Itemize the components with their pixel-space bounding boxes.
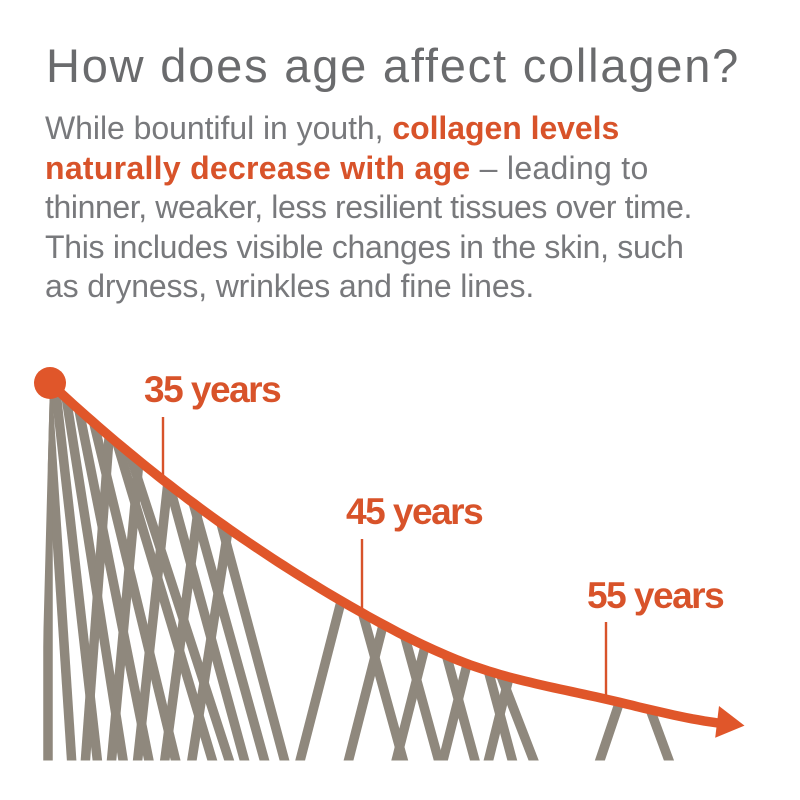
intro-paragraph: While bountiful in youth, collagen level… (45, 109, 692, 307)
arrowhead (715, 706, 745, 738)
collagen-fiber-mesh (41, 383, 676, 761)
paragraph-line: naturally decrease with age – leading to (45, 149, 692, 189)
fiber-strand (106, 449, 145, 761)
age-label-45: 45 years (346, 491, 484, 532)
curve-start-dot (34, 367, 66, 399)
fiber-strand (184, 486, 271, 761)
fiber-strand (436, 655, 474, 761)
fiber-strand (492, 663, 541, 761)
paragraph-highlight: collagen levels (392, 110, 620, 146)
fiber-strand (397, 625, 445, 761)
fiber-strand (481, 660, 519, 761)
paragraph-line: thinner, weaker, less resilient tissues … (45, 189, 692, 225)
fiber-strand (186, 516, 235, 761)
fiber-strand (355, 602, 410, 761)
page-title: How does age affect collagen? (46, 39, 741, 92)
paragraph-highlight: naturally decrease with age (45, 149, 471, 186)
paragraph-text: While bountiful in youth, (45, 110, 393, 146)
fiber-strand (132, 472, 174, 761)
paragraph-line: This includes visible changes in the ski… (45, 228, 684, 265)
fiber-strand (80, 424, 115, 761)
fiber-strand (294, 592, 348, 761)
paragraph-line: as dryness, wrinkles and fine lines. (45, 268, 535, 304)
fiber-strand (159, 495, 205, 761)
fiber-strand (439, 645, 481, 761)
paragraph-line: While bountiful in youth, collagen level… (45, 109, 692, 149)
fiber-strand (160, 468, 251, 761)
age-label-35: 35 years (144, 369, 282, 410)
decline-curve (46, 379, 723, 729)
paragraph-text: – leading to (470, 149, 649, 186)
fiber-strand (119, 434, 236, 761)
age-label-55: 55 years (587, 575, 725, 616)
fiber-strand (342, 616, 390, 761)
marker-lines (161, 417, 608, 698)
fiber-strand (71, 393, 155, 761)
